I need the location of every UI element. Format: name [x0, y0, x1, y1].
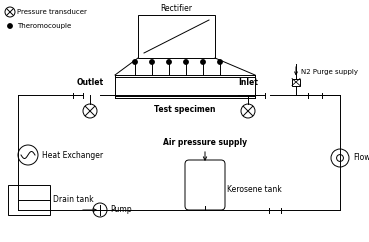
Text: Theromocouple: Theromocouple — [17, 23, 71, 29]
Circle shape — [8, 24, 12, 28]
Text: Pump: Pump — [110, 205, 132, 214]
Text: Heat Exchanger: Heat Exchanger — [42, 151, 103, 159]
Circle shape — [133, 60, 137, 64]
Text: Inlet: Inlet — [238, 78, 258, 87]
Text: Kerosene tank: Kerosene tank — [227, 186, 282, 195]
Text: Drain tank: Drain tank — [53, 196, 94, 204]
Text: Outlet: Outlet — [76, 78, 104, 87]
Circle shape — [150, 60, 154, 64]
Circle shape — [184, 60, 188, 64]
Text: Air pressure supply: Air pressure supply — [163, 138, 247, 147]
Circle shape — [167, 60, 171, 64]
Bar — [138, 15, 215, 58]
Circle shape — [201, 60, 205, 64]
Text: Flowmeter: Flowmeter — [353, 153, 369, 162]
Bar — [8, 185, 50, 215]
Circle shape — [218, 60, 222, 64]
Text: Test specimen: Test specimen — [154, 105, 216, 114]
Text: Rectifier: Rectifier — [161, 4, 193, 13]
Text: N2 Purge supply: N2 Purge supply — [301, 69, 358, 75]
Bar — [292, 78, 300, 85]
Text: Pressure transducer: Pressure transducer — [17, 9, 87, 15]
